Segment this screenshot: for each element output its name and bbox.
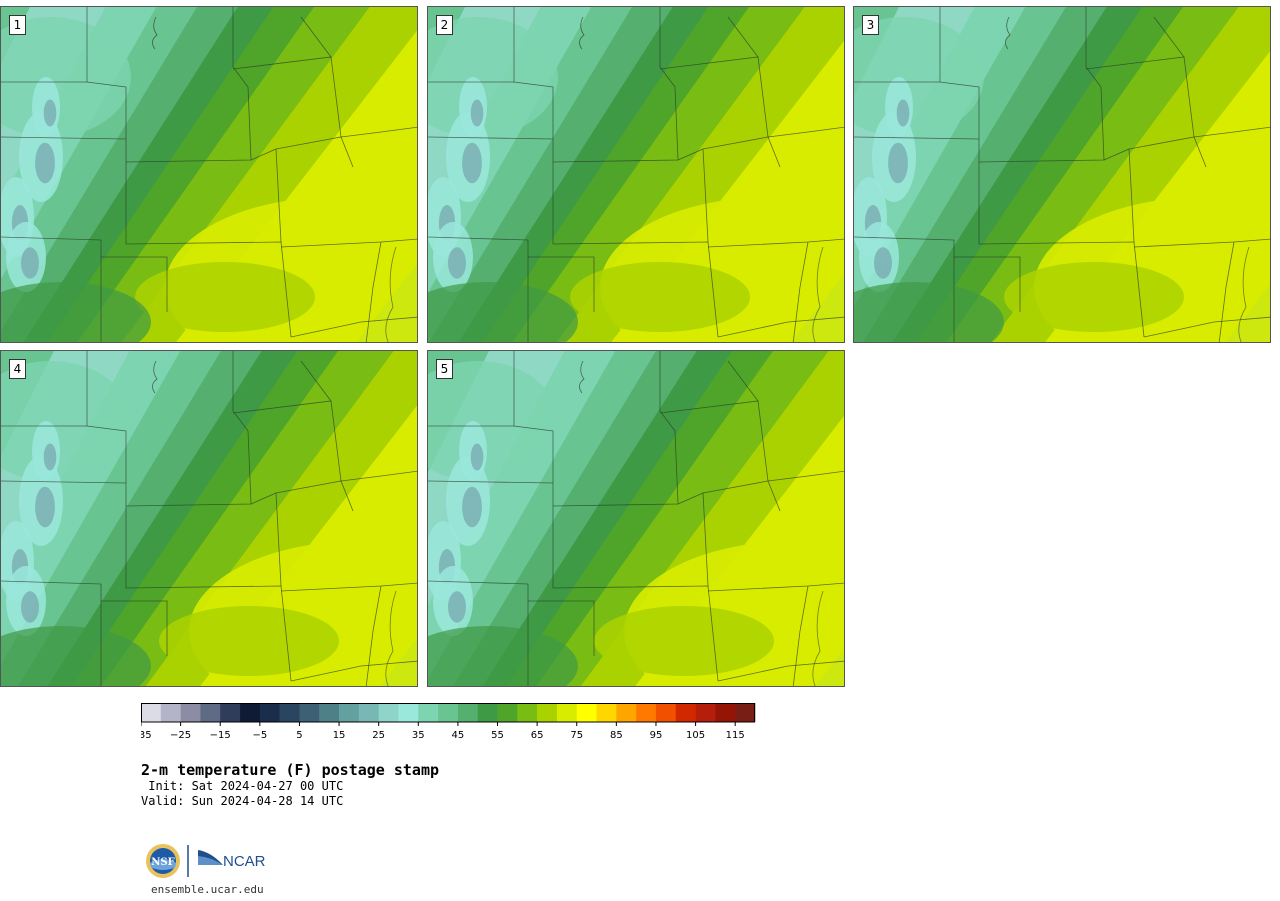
colorbar-tick-label: 75 (570, 730, 583, 741)
colorbar-swatch (537, 703, 558, 722)
colorbar: −35 −25 −15 −5 5 15 25 35 45 55 65 75 85 95 105 115 (141, 703, 756, 741)
colorbar-tick-label: 85 (610, 730, 623, 741)
colorbar-swatch (220, 703, 241, 722)
site-url: ensemble.ucar.edu (151, 883, 264, 896)
colorbar-tick-label: −25 (170, 730, 191, 741)
map-panel-1: 1 (0, 6, 418, 343)
colorbar-swatch (418, 703, 439, 722)
map-panel-2: 2 (427, 6, 845, 343)
colorbar-swatch (339, 703, 360, 722)
nsf-logo: NSF (146, 844, 180, 878)
temperature-map (428, 351, 844, 686)
colorbar-swatch (675, 703, 696, 722)
colorbar-swatch (477, 703, 498, 722)
colorbar-swatch (398, 703, 419, 722)
colorbar-swatch (616, 703, 637, 722)
colorbar-swatch (141, 703, 162, 722)
colorbar-swatch (240, 703, 261, 722)
colorbar-swatch (160, 703, 181, 722)
colorbar-tick-label: 95 (650, 730, 663, 741)
colorbar-swatch (438, 703, 459, 722)
colorbar-swatch (180, 703, 201, 722)
colorbar-tick-label: 15 (333, 730, 346, 741)
panel-label: 2 (436, 15, 453, 35)
colorbar-swatch (576, 703, 597, 722)
colorbar-tick-label: 105 (686, 730, 705, 741)
colorbar-tick-label: 25 (372, 730, 385, 741)
colorbar-swatch (695, 703, 716, 722)
panel-label: 3 (862, 15, 879, 35)
temperature-map (1, 351, 417, 686)
colorbar-swatch (735, 703, 756, 722)
temperature-map (1, 7, 417, 342)
colorbar-swatch (556, 703, 578, 722)
colorbar-swatch (457, 703, 479, 722)
colorbar-swatch (517, 703, 538, 722)
colorbar-tick-label: −5 (252, 730, 267, 741)
colorbar-swatch (259, 703, 280, 722)
ncar-logo: NCAR (198, 850, 266, 870)
colorbar-tick-label: 65 (531, 730, 544, 741)
colorbar-tick-label: 115 (726, 730, 745, 741)
init-time: Init: Sat 2024-04-27 00 UTC (141, 779, 344, 793)
colorbar-tick-label: 35 (412, 730, 425, 741)
panel-label: 1 (9, 15, 26, 35)
colorbar-swatch (636, 703, 657, 722)
ncar-logo-text: NCAR (223, 853, 266, 870)
sponsor-logos: NSF NCAR (146, 844, 266, 878)
colorbar-swatch (596, 703, 617, 722)
colorbar-swatch (497, 703, 518, 722)
temperature-map (428, 7, 844, 342)
colorbar-tick-label: −35 (141, 730, 152, 741)
colorbar-swatch (200, 703, 221, 722)
colorbar-tick-label: 45 (452, 730, 465, 741)
map-panel-5: 5 (427, 350, 845, 687)
colorbar-swatch (279, 703, 300, 722)
chart-title: 2-m temperature (F) postage stamp (141, 761, 440, 779)
colorbar-swatch (299, 703, 320, 722)
colorbar-swatch (655, 703, 677, 722)
colorbar-tick-label: 5 (296, 730, 302, 741)
temperature-map (854, 7, 1270, 342)
nsf-logo-text: NSF (151, 857, 174, 868)
colorbar-tick-label: −15 (210, 730, 231, 741)
panel-label: 4 (9, 359, 26, 379)
colorbar-swatch (319, 703, 340, 722)
panel-label: 5 (436, 359, 453, 379)
map-panel-3: 3 (853, 6, 1271, 343)
colorbar-swatch (378, 703, 399, 722)
valid-time: Valid: Sun 2024-04-28 14 UTC (141, 794, 344, 808)
colorbar-swatch (715, 703, 736, 722)
colorbar-swatch (358, 703, 379, 722)
map-panel-4: 4 (0, 350, 418, 687)
colorbar-tick-label: 55 (491, 730, 504, 741)
